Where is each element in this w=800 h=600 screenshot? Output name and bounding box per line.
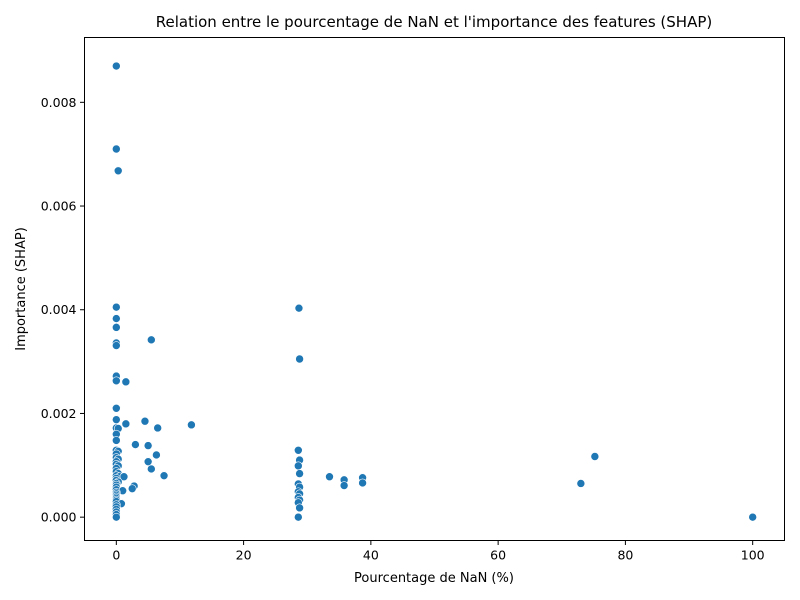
scatter-point [325,472,334,482]
scatter-point [339,481,349,490]
x-tick-label: 80 [617,548,633,563]
x-tick-label: 0 [112,548,120,563]
scatter-point [295,503,304,513]
x-axis-label: Pourcentage de NaN (%) [354,571,514,586]
x-tick-label: 40 [363,548,379,563]
scatter-point [294,303,304,313]
scatter-point [295,469,304,478]
scatter-point [121,419,131,429]
scatter-point [112,323,121,332]
scatter-point [143,441,153,450]
scatter-point [576,479,586,488]
scatter-point [121,377,131,387]
scatter-point [112,341,121,350]
scatter-point [358,478,367,488]
plot-area-frame [84,37,785,541]
scatter-point [131,440,140,449]
x-tick-label: 20 [236,548,252,563]
chart-title: Relation entre le pourcentage de NaN et … [156,13,713,31]
scatter-point [143,457,153,466]
scatter-point [147,464,156,474]
scatter-point [112,415,121,424]
y-tick-label: 0.006 [41,199,77,214]
scatter-point [112,512,121,522]
scatter-point [294,445,303,455]
scatter-point [159,471,169,480]
scatter-point [112,403,121,413]
ticks-layer: 0 20 40 60 80 100 0.000 0.002 0.004 0.006 0.008 [41,95,765,563]
scatter-point [147,335,156,345]
y-tick-label: 0.008 [41,95,77,110]
scatter-point [112,314,121,323]
scatter-point [748,512,757,522]
scatter-point [140,416,150,426]
points-layer [112,61,757,522]
scatter-point [113,166,123,176]
x-tick-label: 60 [490,548,506,563]
scatter-point [152,450,161,460]
scatter-point [112,61,121,71]
y-tick-label: 0.002 [41,406,77,421]
scatter-point [153,423,162,433]
scatter-point [112,436,121,445]
scatter-point [112,302,121,312]
scatter-point [294,512,303,522]
scatter-point [294,461,303,471]
scatter-point [112,376,121,386]
y-axis-label: Importance (SHAP) [14,227,29,351]
scatter-point [295,354,304,364]
scatter-point [112,144,121,154]
scatter-point [127,484,137,493]
x-tick-label: 100 [741,548,765,563]
scatter-point [187,420,196,430]
scatter-point [590,452,600,461]
y-tick-label: 0.000 [41,510,77,525]
y-tick-label: 0.004 [41,302,77,317]
